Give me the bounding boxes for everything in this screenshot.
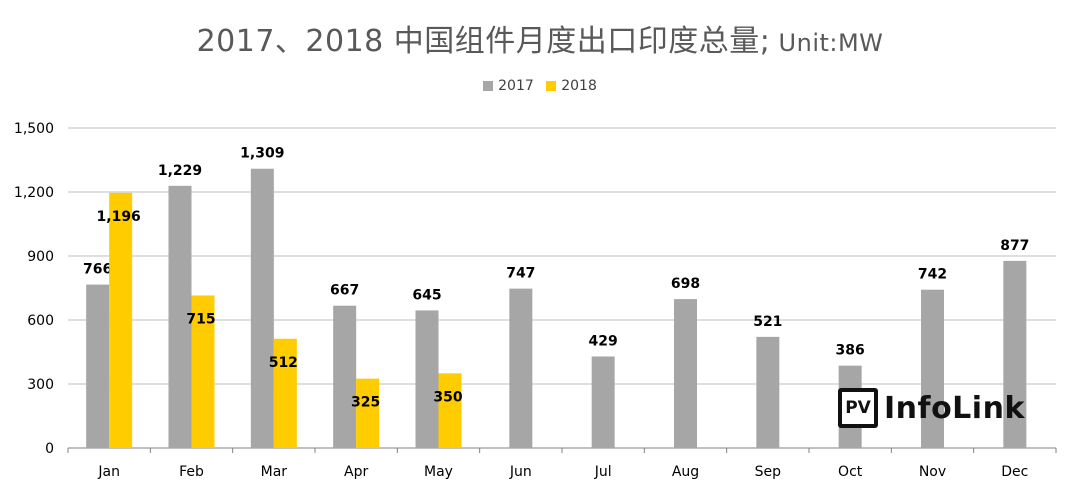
data-label-2017: 742: [918, 267, 947, 283]
x-tick-label: Dec: [1001, 464, 1028, 480]
bar-2017: [86, 284, 110, 448]
data-label-2018: 350: [433, 389, 462, 405]
bar-2017: [333, 305, 357, 448]
chart-legend: 2017 2018: [0, 78, 1080, 95]
x-tick-label: Sep: [755, 464, 782, 480]
data-label-2017: 698: [671, 276, 700, 292]
legend-label-2017: 2017: [498, 78, 534, 94]
infolink-logo: PV InfoLink: [838, 388, 1025, 428]
bar-2017: [1003, 260, 1027, 448]
bar-2017: [591, 356, 615, 448]
data-label-2018: 1,196: [97, 209, 141, 225]
data-label-2017: 1,229: [158, 163, 202, 179]
x-tick-label: Jul: [594, 464, 612, 480]
chart-title: 2017、2018 中国组件月度出口印度总量; Unit:MW: [0, 16, 1080, 60]
legend-item-2017: 2017: [483, 78, 534, 94]
bar-2017: [415, 310, 439, 448]
data-label-2018: 325: [351, 395, 380, 411]
legend-label-2018: 2018: [561, 78, 597, 94]
x-tick-label: Jan: [97, 464, 120, 480]
data-label-2017: 645: [412, 287, 441, 303]
x-tick-label: Aug: [672, 464, 699, 480]
chart-title-unit: Unit:MW: [770, 29, 884, 57]
data-label-2017: 521: [753, 314, 782, 330]
y-tick-label: 0: [45, 441, 54, 457]
data-label-2017: 667: [330, 283, 359, 299]
bar-2017: [250, 168, 274, 448]
bar-2018: [191, 295, 215, 448]
data-label-2017: 877: [1000, 238, 1029, 254]
y-tick-label: 900: [27, 249, 54, 265]
x-tick-label: Feb: [179, 464, 204, 480]
bar-2017: [921, 289, 944, 448]
x-tick-label: Nov: [919, 464, 946, 480]
legend-swatch-2018: [546, 81, 557, 91]
x-tick-label: May: [424, 464, 453, 480]
data-label-2017: 1,309: [240, 146, 284, 162]
x-tick-label: Mar: [261, 464, 288, 480]
y-tick-label: 1,200: [14, 185, 54, 201]
bar-2018: [438, 373, 462, 448]
y-tick-label: 600: [27, 313, 54, 329]
x-tick-label: Apr: [344, 464, 368, 480]
bar-2018: [109, 192, 133, 448]
legend-item-2018: 2018: [546, 78, 597, 94]
bar-2017: [509, 288, 533, 448]
y-tick-label: 1,500: [14, 121, 54, 137]
legend-swatch-2017: [483, 81, 494, 91]
data-label-2017: 386: [836, 343, 865, 359]
chart-title-main: 2017、2018 中国组件月度出口印度总量;: [196, 24, 771, 59]
data-label-2017: 747: [506, 266, 535, 282]
bar-2017: [674, 299, 697, 448]
bar-2018: [356, 378, 380, 448]
x-tick-label: Oct: [838, 464, 863, 480]
bar-2018: [273, 338, 297, 448]
pv-logo-box: PV: [838, 388, 878, 428]
bar-2017: [756, 336, 780, 448]
x-tick-label: Jun: [509, 464, 532, 480]
data-label-2018: 715: [186, 311, 215, 327]
logo-text: InfoLink: [884, 390, 1025, 426]
y-tick-label: 300: [27, 377, 54, 393]
data-label-2018: 512: [269, 355, 298, 371]
bar-2017: [168, 185, 192, 448]
data-label-2017: 429: [589, 333, 618, 349]
data-label-2017: 766: [83, 262, 112, 278]
